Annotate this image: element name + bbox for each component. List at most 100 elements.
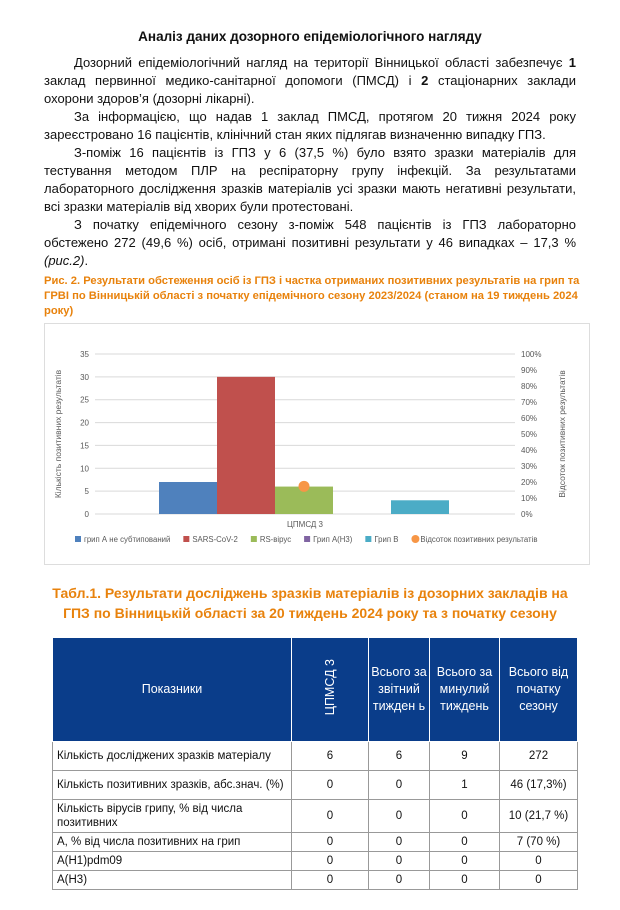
- page-title: Аналіз даних дозорного епідеміологічного…: [138, 29, 482, 44]
- header-cpmsd: ЦПМСД 3: [291, 637, 369, 742]
- row-label: А(H3): [52, 870, 292, 890]
- cell-value: 0: [429, 832, 500, 852]
- y-tick-label: 5: [85, 487, 90, 496]
- figure-caption: Рис. 2. Результати обстеження осіб із ГП…: [44, 275, 580, 317]
- table-header-row: Показники ЦПМСД 3 Всього за звітний тижд…: [52, 637, 578, 742]
- y2-tick-label: 10%: [521, 494, 537, 503]
- legend-label: Відсоток позитивних результатів: [420, 535, 537, 544]
- cell-value: 0: [368, 832, 430, 852]
- table-row: Кількість вірусів грипу, % від числа поз…: [52, 799, 578, 833]
- bar-4: [391, 500, 449, 514]
- y2-tick-label: 70%: [521, 398, 537, 407]
- paragraph-3: З-поміж 16 пацієнтів із ГПЗ у 6 (37,5 %)…: [44, 145, 576, 214]
- legend-label: Грип В: [374, 535, 398, 544]
- row-label: Кількість досліджених зразків матеріалу: [52, 741, 292, 771]
- y2-tick-label: 0%: [521, 510, 533, 519]
- header-text: ЦПМСД 3: [322, 658, 337, 716]
- legend-label: грип А не субтипований: [84, 535, 170, 544]
- x-category-label: ЦПМСД 3: [287, 520, 324, 529]
- data-point-percent: [298, 480, 310, 492]
- text: З початку епідемічного сезону з-поміж 54…: [44, 217, 576, 250]
- cell-value: 6: [291, 741, 369, 771]
- row-label: А(H1)pdm09: [52, 851, 292, 871]
- row-label: Кількість вірусів грипу, % від числа поз…: [52, 799, 292, 833]
- cell-value: 0: [291, 870, 369, 890]
- cell-value: 0: [368, 799, 430, 833]
- cell-value: 0: [368, 851, 430, 871]
- paragraph-2: За інформацією, що надав 1 заклад ПМСД, …: [44, 109, 576, 142]
- y2-axis-label: Відсоток позитивних результатів: [557, 370, 567, 498]
- table-caption: Табл.1. Результати досліджень зразків ма…: [52, 585, 568, 621]
- y-tick-label: 35: [80, 350, 89, 359]
- legend-marker: [365, 536, 372, 542]
- header-season: Всього від початку сезону: [499, 637, 578, 742]
- y-tick-label: 0: [85, 510, 90, 519]
- y2-tick-label: 40%: [521, 446, 537, 455]
- cell-value: 0: [499, 851, 578, 871]
- y-tick-label: 30: [80, 373, 89, 382]
- text: заклад первинної медико-санітарної допом…: [44, 73, 422, 88]
- legend-label: RS-вірус: [260, 535, 291, 544]
- cell-value: 0: [429, 851, 500, 871]
- table-row: А, % від числа позитивних на грип 0 0 0 7 (7…: [52, 832, 578, 852]
- text: Дозорний епідеміологічний нагляд на тери…: [74, 55, 569, 70]
- cell-value: 6: [368, 741, 430, 771]
- cell-value: 0: [429, 799, 500, 833]
- cell-value: 0: [368, 770, 430, 800]
- legend-marker: [304, 536, 311, 542]
- cell-value: 0: [291, 799, 369, 833]
- y-tick-label: 25: [80, 396, 89, 405]
- header-week: Всього за звітний тижден ь: [368, 637, 430, 742]
- cell-value: 0: [499, 870, 578, 890]
- chart-svg: 0 5 10 15 20 25 30 35 0% 10% 20% 30% 40% 50% 60% 70% 80%…: [53, 350, 567, 544]
- legend-marker: [250, 536, 257, 542]
- y2-tick-label: 90%: [521, 366, 537, 375]
- table-row: А(H1)pdm09 0 0 0 0: [52, 851, 578, 871]
- cell-value: 10 (21,7 %): [499, 799, 578, 833]
- bar-0: [159, 482, 217, 514]
- table-row: Кількість позитивних зразків, абс.знач. …: [52, 770, 578, 800]
- legend-marker: [75, 536, 81, 542]
- cell-value: 272: [499, 741, 578, 771]
- bar-1: [217, 376, 275, 514]
- cell-value: 0: [291, 851, 369, 871]
- results-table: Показники ЦПМСД 3 Всього за звітний тижд…: [52, 637, 578, 890]
- y2-tick-label: 30%: [521, 462, 537, 471]
- cell-value: 0: [291, 770, 369, 800]
- legend-marker: [411, 535, 420, 543]
- text: .: [84, 253, 89, 268]
- y2-tick-label: 50%: [521, 430, 537, 439]
- paragraph-1: Дозорний епідеміологічний нагляд на тери…: [44, 54, 576, 108]
- y-tick-label: 15: [80, 441, 89, 450]
- text: стаціонарних заклади охорони здоров’я (д…: [44, 73, 576, 106]
- table-row: Кількість досліджених зразків матеріалу 6…: [52, 741, 578, 771]
- legend-label: SARS-CoV-2: [192, 535, 238, 544]
- legend-marker: [183, 536, 190, 542]
- cell-value: 0: [368, 870, 430, 890]
- y-axis-label: Кількість позитивних результатів: [53, 369, 63, 498]
- legend-label: Грип А(Н3): [313, 535, 353, 544]
- y-tick-label: 10: [80, 464, 89, 473]
- y2-tick-label: 80%: [521, 382, 537, 391]
- y-tick-label: 20: [80, 419, 89, 428]
- row-label: А, % від числа позитивних на грип: [52, 832, 292, 852]
- y2-tick-label: 20%: [521, 478, 537, 487]
- cell-value: 0: [429, 870, 500, 890]
- cell-value: 9: [429, 741, 500, 771]
- row-label: Кількість позитивних зразків, абс.знач. …: [52, 770, 292, 800]
- text-bold: 2: [421, 73, 429, 88]
- cell-value: 0: [291, 832, 369, 852]
- y2-tick-label: 60%: [521, 414, 537, 423]
- cell-value: 46 (17,3%): [499, 770, 578, 800]
- paragraph-4: З початку епідемічного сезону з-поміж 54…: [44, 216, 576, 270]
- figure-reference: (рис.2): [44, 253, 85, 268]
- header-prev-week: Всього за минулий тиждень: [429, 637, 500, 742]
- cell-value: 7 (70 %): [499, 832, 578, 852]
- header-indicators: Показники: [52, 637, 292, 742]
- y2-tick-label: 100%: [521, 350, 541, 359]
- body-text: Дозорний епідеміологічний нагляд на тери…: [44, 54, 576, 270]
- table-row: А(H3) 0 0 0 0: [52, 870, 578, 890]
- chart: 0 5 10 15 20 25 30 35 0% 10% 20% 30% 40% 50% 60% 70% 80%…: [44, 323, 590, 565]
- cell-value: 1: [429, 770, 500, 800]
